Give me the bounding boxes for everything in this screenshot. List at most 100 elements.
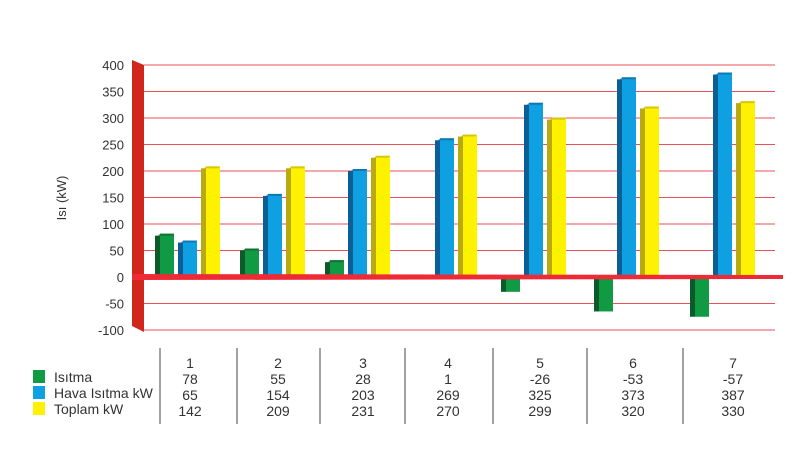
table-cell: 203	[351, 387, 375, 403]
y-tick-label: -100	[98, 323, 124, 338]
table-cell: -26	[530, 371, 550, 387]
legend-label: Isıtma	[54, 369, 92, 385]
table-cell: 269	[436, 387, 460, 403]
bar-1-7	[718, 72, 732, 277]
bar-side	[690, 277, 695, 317]
bar-top	[286, 166, 305, 172]
bar-side	[524, 104, 529, 277]
bar-side	[263, 195, 268, 277]
bar-top	[201, 166, 220, 172]
bar-0-1	[160, 233, 174, 277]
bar-side	[640, 108, 645, 278]
bar-side	[435, 140, 440, 277]
bar-2-1	[206, 166, 220, 277]
bar-side	[736, 103, 741, 277]
bar-1-1	[183, 240, 197, 277]
bar-1-2	[268, 193, 282, 277]
table-cell: 330	[721, 403, 745, 419]
bar-top	[713, 72, 732, 78]
table-cell: 270	[436, 403, 460, 419]
y-tick-label: 350	[102, 85, 124, 100]
bar-2-4	[463, 134, 477, 277]
bar-top	[325, 260, 344, 266]
table-cell: 55	[270, 371, 286, 387]
bar-2-7	[741, 101, 755, 277]
y-tick-label: 400	[102, 58, 124, 73]
bar-top	[155, 233, 174, 239]
table-cell: -57	[723, 371, 743, 387]
table-header-cell: 6	[629, 355, 637, 371]
legend-swatch	[33, 402, 45, 415]
table-cell: 231	[351, 403, 375, 419]
y-tick-label: -50	[105, 297, 124, 312]
bar-1-4	[440, 138, 454, 277]
bar-side	[501, 277, 506, 292]
y-axis-label: Isı (kW)	[54, 176, 69, 221]
table-header-cell: 4	[444, 355, 452, 371]
bar-top	[263, 193, 282, 199]
zero-line	[132, 274, 783, 280]
bar-side	[155, 235, 160, 277]
table-cell: 142	[178, 403, 202, 419]
y-tick-label: 50	[110, 244, 124, 259]
bar-0-2	[245, 248, 259, 277]
table-cell: 28	[355, 371, 371, 387]
y-tick-label: 300	[102, 111, 124, 126]
bar-side	[325, 262, 330, 277]
bar-side	[594, 277, 599, 312]
bar-top	[640, 106, 659, 112]
bar-0-7	[695, 275, 709, 317]
legend-swatch	[33, 370, 45, 383]
legend-swatch	[33, 386, 45, 399]
bar-2-3	[376, 155, 390, 277]
bar-1-5	[529, 102, 543, 277]
bar-side	[286, 168, 291, 277]
table-cell: 154	[266, 387, 290, 403]
bar-top	[371, 155, 390, 161]
bar-2-5	[552, 117, 566, 277]
bar-side	[713, 74, 718, 277]
bar-side	[458, 136, 463, 277]
bar-side	[348, 171, 353, 277]
bar-1-3	[353, 169, 367, 277]
table-cell: 299	[528, 403, 552, 419]
y-tick-label: 150	[102, 191, 124, 206]
bar-top	[458, 134, 477, 140]
bar-0-6	[599, 275, 613, 312]
bar-top	[435, 138, 454, 144]
table-cell: 373	[621, 387, 645, 403]
bar-side	[547, 119, 552, 277]
table-header-cell: 2	[274, 355, 282, 371]
table-cell: 65	[182, 387, 198, 403]
bar-top	[617, 77, 636, 83]
bar-top	[178, 240, 197, 246]
bar-top	[524, 102, 543, 108]
table-header-cell: 1	[186, 355, 194, 371]
legend-label: Hava Isıtma kW	[54, 385, 154, 401]
table-cell: 387	[721, 387, 745, 403]
bar-top	[736, 101, 755, 107]
table-header-cell: 7	[729, 355, 737, 371]
bar-side	[617, 79, 622, 277]
bar-side	[201, 168, 206, 277]
bar-2-2	[291, 166, 305, 277]
table-cell: 325	[528, 387, 552, 403]
bar-top	[348, 169, 367, 174]
table-cell: 320	[621, 403, 645, 419]
table-cell: 1	[444, 371, 452, 387]
bar-2-6	[645, 106, 659, 278]
table-cell: 209	[266, 403, 290, 419]
table-header-cell: 5	[536, 355, 544, 371]
bar-top	[240, 248, 259, 254]
bar-side	[371, 157, 376, 277]
table-cell: -53	[623, 371, 643, 387]
legend-label: Toplam kW	[54, 401, 124, 417]
bar-side	[240, 250, 245, 277]
y-tick-label: 250	[102, 138, 124, 153]
bar-0-3	[330, 260, 344, 277]
bar-top	[547, 117, 566, 123]
table-header-cell: 3	[359, 355, 367, 371]
y-tick-label: 100	[102, 217, 124, 232]
